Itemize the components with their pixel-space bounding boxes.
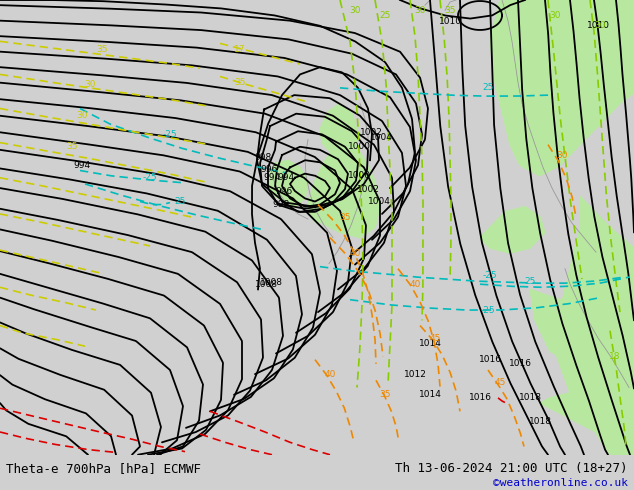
Text: ©weatheronline.co.uk: ©weatheronline.co.uk	[493, 478, 628, 488]
Text: 35: 35	[96, 45, 108, 54]
Text: 35: 35	[444, 6, 456, 15]
Text: 35: 35	[379, 390, 391, 399]
Text: 1008: 1008	[260, 278, 283, 287]
Polygon shape	[268, 160, 308, 207]
Text: 25: 25	[524, 276, 536, 286]
Text: 45: 45	[495, 378, 506, 387]
Text: 1002: 1002	[357, 185, 380, 194]
Text: 25: 25	[174, 197, 186, 206]
Text: 30: 30	[414, 6, 426, 15]
Text: 1014: 1014	[418, 390, 441, 399]
Polygon shape	[540, 372, 634, 455]
Text: -25: -25	[481, 306, 495, 315]
Text: 40: 40	[349, 249, 361, 258]
Text: 30: 30	[594, 22, 605, 30]
Text: 994: 994	[73, 161, 90, 170]
Text: 1014: 1014	[418, 339, 441, 347]
Text: 1016: 1016	[479, 355, 501, 364]
Text: 40: 40	[410, 280, 421, 289]
Text: -25: -25	[482, 271, 497, 280]
Text: 994: 994	[263, 173, 280, 182]
Text: 40: 40	[325, 369, 335, 379]
Text: 35: 35	[339, 213, 351, 221]
Text: 1010: 1010	[586, 21, 609, 30]
Text: 18: 18	[609, 352, 621, 361]
Text: 998: 998	[273, 200, 290, 209]
Text: 30: 30	[349, 6, 361, 15]
Polygon shape	[555, 196, 634, 455]
Polygon shape	[530, 290, 590, 362]
Text: 996: 996	[261, 165, 278, 174]
Text: 1016: 1016	[469, 393, 491, 402]
Text: 35: 35	[66, 142, 78, 151]
Text: 1008: 1008	[255, 280, 278, 289]
Text: 996: 996	[276, 187, 293, 196]
Text: -25: -25	[163, 130, 178, 139]
Text: 1002: 1002	[360, 128, 383, 137]
Text: 45: 45	[429, 335, 441, 343]
Text: 25: 25	[482, 83, 494, 92]
Text: -25: -25	[143, 173, 157, 182]
Polygon shape	[480, 207, 545, 253]
Text: 17: 17	[234, 45, 246, 54]
Text: Theta-e 700hPa [hPa] ECMWF: Theta-e 700hPa [hPa] ECMWF	[6, 462, 202, 475]
Text: 994: 994	[278, 173, 295, 182]
Text: 30: 30	[84, 80, 96, 89]
Text: 1018: 1018	[529, 417, 552, 426]
Text: 1010: 1010	[439, 17, 462, 25]
Text: 1000: 1000	[348, 142, 371, 151]
Text: 25: 25	[379, 11, 391, 20]
Text: 1018: 1018	[519, 393, 541, 402]
Polygon shape	[320, 103, 358, 157]
Polygon shape	[308, 140, 380, 238]
Text: 35: 35	[234, 78, 246, 87]
Polygon shape	[490, 0, 634, 176]
Text: 30: 30	[549, 11, 560, 20]
Text: 998: 998	[255, 152, 272, 162]
Text: 1004: 1004	[368, 197, 391, 206]
Text: Th 13-06-2024 21:00 UTC (18+27): Th 13-06-2024 21:00 UTC (18+27)	[395, 462, 628, 475]
Text: 1016: 1016	[508, 359, 531, 368]
Text: 30: 30	[556, 150, 568, 160]
Text: 30: 30	[76, 111, 87, 120]
Text: 1004: 1004	[370, 133, 393, 142]
Text: 1012: 1012	[404, 369, 427, 379]
Text: 1000: 1000	[348, 171, 371, 180]
